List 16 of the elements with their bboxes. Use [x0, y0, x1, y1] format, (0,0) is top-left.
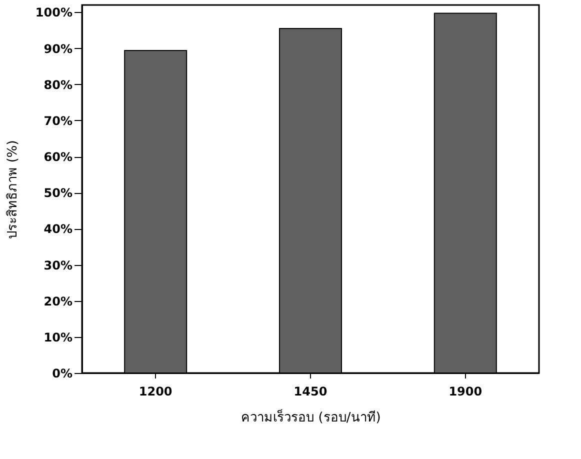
y-tick-label: 90% [44, 42, 72, 56]
y-tick-label: 0% [52, 366, 72, 380]
y-tick-label: 40% [44, 222, 72, 236]
x-tick-label: 1200 [138, 384, 172, 398]
y-tick-label: 100% [35, 6, 72, 20]
y-tick-label: 50% [44, 186, 72, 200]
y-axis-title: ประสิทธิภาพ (%) [5, 140, 20, 239]
y-tick-label: 70% [44, 114, 72, 128]
y-tick-label: 20% [44, 294, 72, 308]
y-tick-label: 30% [44, 258, 72, 272]
y-tick-label: 60% [44, 150, 72, 164]
y-tick-label: 10% [44, 330, 72, 344]
x-tick-label: 1900 [448, 384, 482, 398]
x-tick-label: 1450 [294, 384, 328, 398]
x-axis-title: ความเร็วรอบ (รอบ/นาที) [241, 408, 381, 426]
y-tick-label: 80% [44, 78, 72, 92]
